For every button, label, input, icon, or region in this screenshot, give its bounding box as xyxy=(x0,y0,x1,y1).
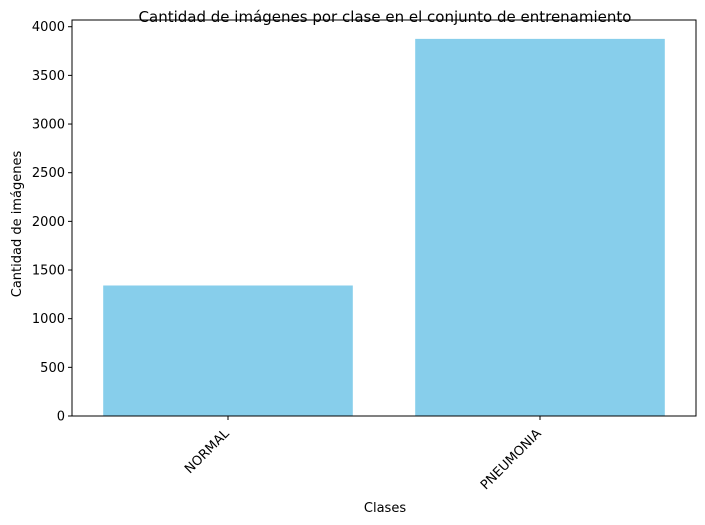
y-tick-label: 0 xyxy=(57,410,65,425)
x-tick-label-pneumonia: PNEUMONIA xyxy=(478,426,545,493)
x-axis-ticks: NORMAL PNEUMONIA xyxy=(182,416,545,493)
bars-group xyxy=(103,38,665,417)
y-tick-label: 1000 xyxy=(32,312,65,327)
y-axis-label: Cantidad de imágenes xyxy=(10,151,25,298)
x-axis-label: Clases xyxy=(364,501,406,516)
bar-pneumonia xyxy=(415,38,665,417)
y-tick-label: 1500 xyxy=(32,264,65,279)
y-axis-ticks: 0 500 1000 1500 2000 2500 3000 3500 4000 xyxy=(32,20,72,425)
chart-title: Cantidad de imágenes por clase en el con… xyxy=(139,8,632,26)
plot-frame xyxy=(71,19,697,417)
bar-normal xyxy=(103,285,353,416)
y-tick-label: 3000 xyxy=(32,118,65,133)
y-tick-label: 500 xyxy=(40,361,65,376)
x-tick-label-normal: NORMAL xyxy=(182,426,233,477)
y-tick-label: 3500 xyxy=(32,69,65,84)
y-tick-label: 2500 xyxy=(32,166,65,181)
y-tick-label: 4000 xyxy=(32,20,65,35)
y-tick-label: 2000 xyxy=(32,215,65,230)
